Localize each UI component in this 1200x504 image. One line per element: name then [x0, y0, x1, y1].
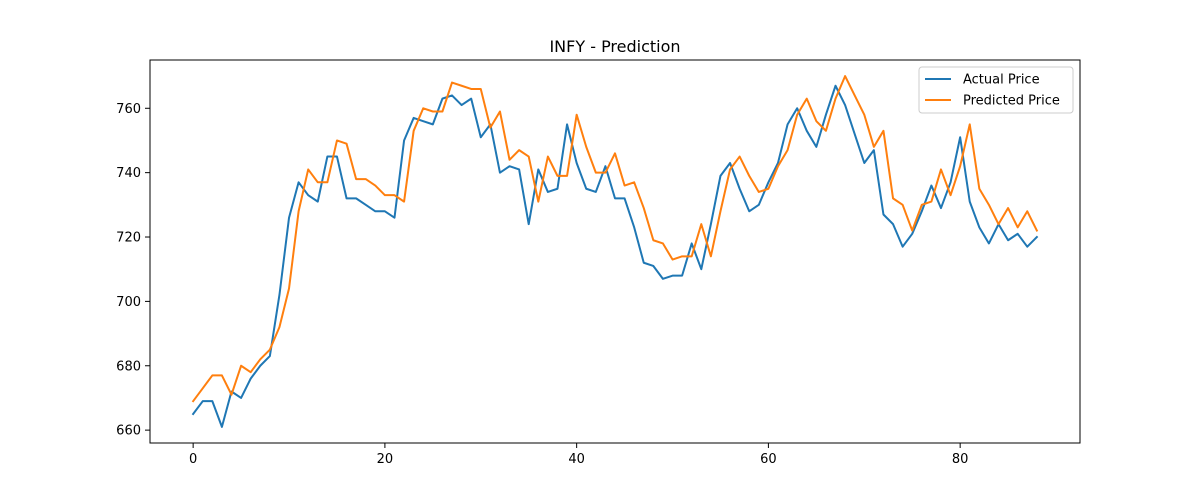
y-tick-label: 740 — [116, 166, 141, 181]
legend-box — [918, 66, 1074, 114]
x-tick-label: 20 — [377, 452, 394, 467]
y-axis-ticks: 660 680 700 720 740 760 — [116, 102, 150, 439]
x-tick-label: 0 — [189, 452, 197, 467]
series-line-1 — [191, 75, 1039, 403]
legend-label-0: Actual Price — [963, 73, 1040, 88]
chart-title: INFY - Prediction — [549, 37, 680, 56]
legend-label-1: Predicted Price — [963, 94, 1060, 109]
y-tick-label: 760 — [116, 102, 141, 117]
y-tick-label: 660 — [116, 424, 141, 439]
x-tick-label: 60 — [760, 452, 777, 467]
x-tick-label: 80 — [952, 452, 969, 467]
y-tick-label: 700 — [116, 295, 141, 310]
x-axis-ticks: 0 20 40 60 80 — [189, 443, 968, 467]
plot-lines — [191, 75, 1039, 428]
x-tick-label: 40 — [568, 452, 585, 467]
legend: Actual Price Predicted Price — [918, 66, 1074, 114]
plot-area-frame — [149, 59, 1081, 444]
y-tick-label: 720 — [116, 231, 141, 246]
y-tick-label: 680 — [116, 359, 141, 374]
